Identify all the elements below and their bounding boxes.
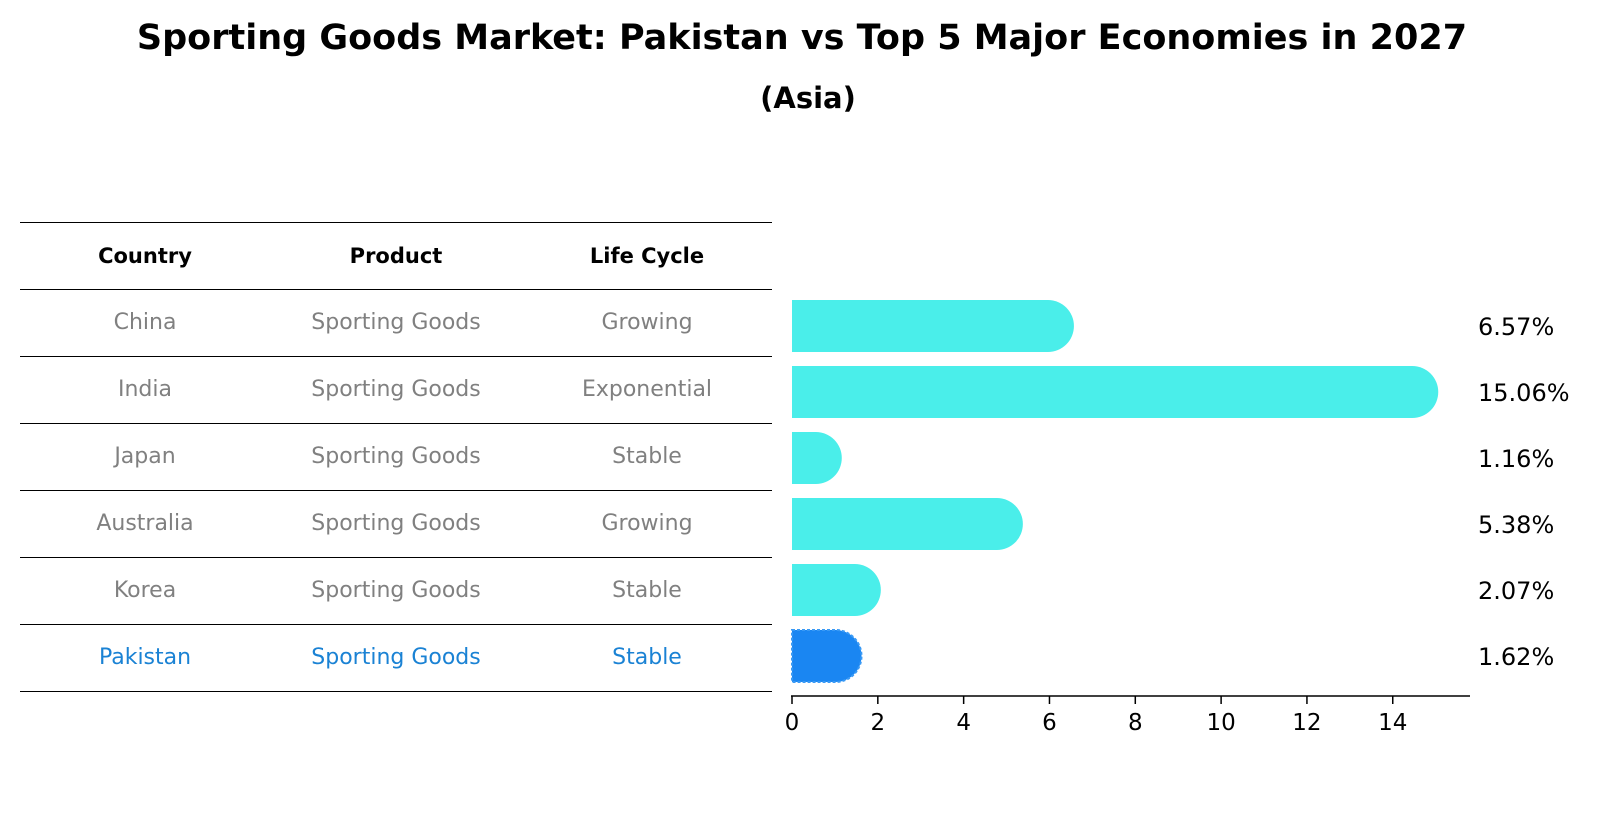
row-life-cycle: Stable [612,444,682,469]
x-tick-label: 12 [1292,710,1321,736]
bar-highlight [791,629,863,683]
table-row: Japan Sporting Goods Stable [20,423,772,490]
row-life-cycle: Growing [601,511,693,536]
row-product: Sporting Goods [311,578,481,603]
row-life-cycle: Stable [612,645,682,670]
value-label: 6.57% [1478,313,1554,341]
bar [792,300,1074,352]
table-row-highlight: Pakistan Sporting Goods Stable [20,624,772,692]
bar [792,366,1439,418]
value-label: 1.16% [1478,445,1554,473]
bar [792,498,1023,550]
chart-subtitle: (Asia) [760,81,856,115]
row-country: India [118,377,172,402]
row-country: Korea [113,578,177,603]
value-labels-layer: 6.57% 15.06% 1.16% 5.38% 2.07% 1.62% [1478,313,1570,671]
table-header-row: Country Product Life Cycle [20,222,772,289]
header-country: Country [98,244,192,268]
chart-title: Sporting Goods Market: Pakistan vs Top 5… [136,18,1468,58]
row-product: Sporting Goods [311,645,481,670]
value-label: 5.38% [1478,511,1554,539]
row-product: Sporting Goods [311,444,481,469]
bars-layer [791,300,1439,683]
table-row: China Sporting Goods Growing [20,289,772,356]
x-tick-label: 2 [871,710,886,736]
row-life-cycle: Stable [612,578,682,603]
x-tick-label: 8 [1128,710,1143,736]
row-life-cycle: Growing [601,310,693,335]
row-life-cycle: Exponential [581,377,713,402]
bar [792,432,842,484]
value-label: 1.62% [1478,643,1554,671]
x-tick-label: 10 [1206,710,1235,736]
row-country: Australia [96,511,194,536]
x-axis: 0 2 4 6 8 10 12 14 [785,695,1470,736]
row-country: China [113,310,177,335]
x-tick-label: 14 [1378,710,1407,736]
x-tick-label: 0 [785,710,800,736]
row-product: Sporting Goods [311,511,481,536]
table-row: India Sporting Goods Exponential [20,356,772,423]
row-product: Sporting Goods [311,377,481,402]
x-tick-label: 4 [956,710,971,736]
row-country: Pakistan [98,645,192,670]
table-row: Australia Sporting Goods Growing [20,490,772,557]
header-product: Product [349,244,443,268]
table-row: Korea Sporting Goods Stable [20,557,772,624]
row-country: Japan [114,444,176,469]
value-label: 15.06% [1478,379,1570,407]
x-tick-label: 6 [1042,710,1057,736]
bar [792,564,881,616]
header-life-cycle: Life Cycle [589,244,705,268]
row-product: Sporting Goods [311,310,481,335]
value-label: 2.07% [1478,577,1554,605]
comparison-table: Country Product Life Cycle China Sportin… [20,222,772,692]
